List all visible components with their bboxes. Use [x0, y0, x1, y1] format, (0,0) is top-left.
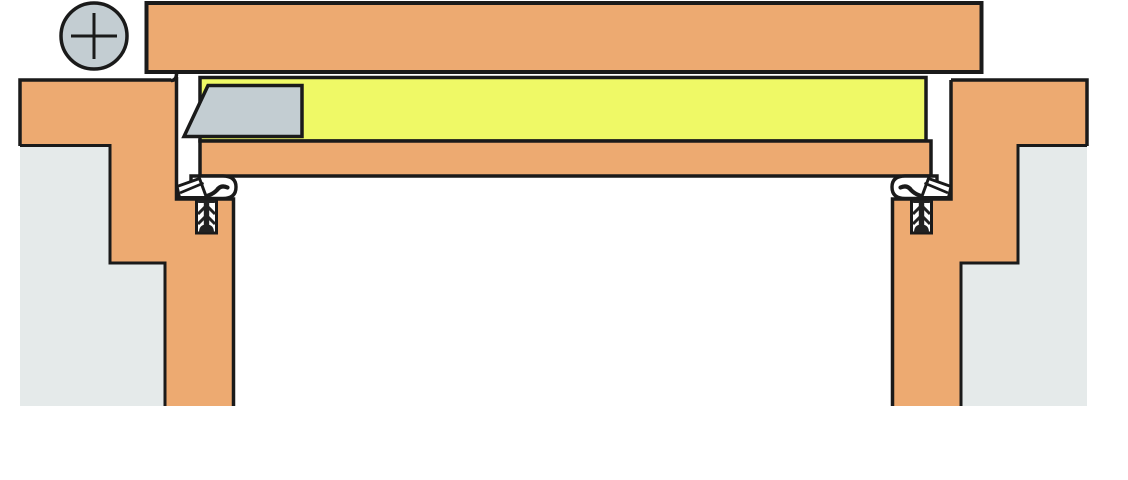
top-panel: [144, 1, 984, 74]
seal-lip-fin: [179, 182, 204, 194]
anchor-stem: [203, 199, 210, 226]
anchor-foot: [199, 224, 214, 233]
bottom-skin: [198, 139, 933, 178]
insulation-core: [198, 75, 928, 143]
right-wall: [961, 146, 1087, 406]
left-wall-boundary: [20, 144, 167, 406]
left-frame: [20, 80, 233, 406]
lock-block: [181, 83, 304, 139]
right-wall-boundary: [959, 144, 1087, 406]
plus-marker: [59, 1, 129, 71]
left-seal: [175, 174, 238, 235]
right-frame-outer-edge: [951, 78, 1089, 146]
right-frame: [893, 80, 1087, 406]
anchor-barb-lower: [196, 213, 217, 226]
anchor-barb-upper: [196, 203, 217, 216]
left-frame-outer-edge: [18, 78, 171, 146]
plus-icon: [71, 13, 117, 59]
left-wall: [20, 145, 165, 406]
